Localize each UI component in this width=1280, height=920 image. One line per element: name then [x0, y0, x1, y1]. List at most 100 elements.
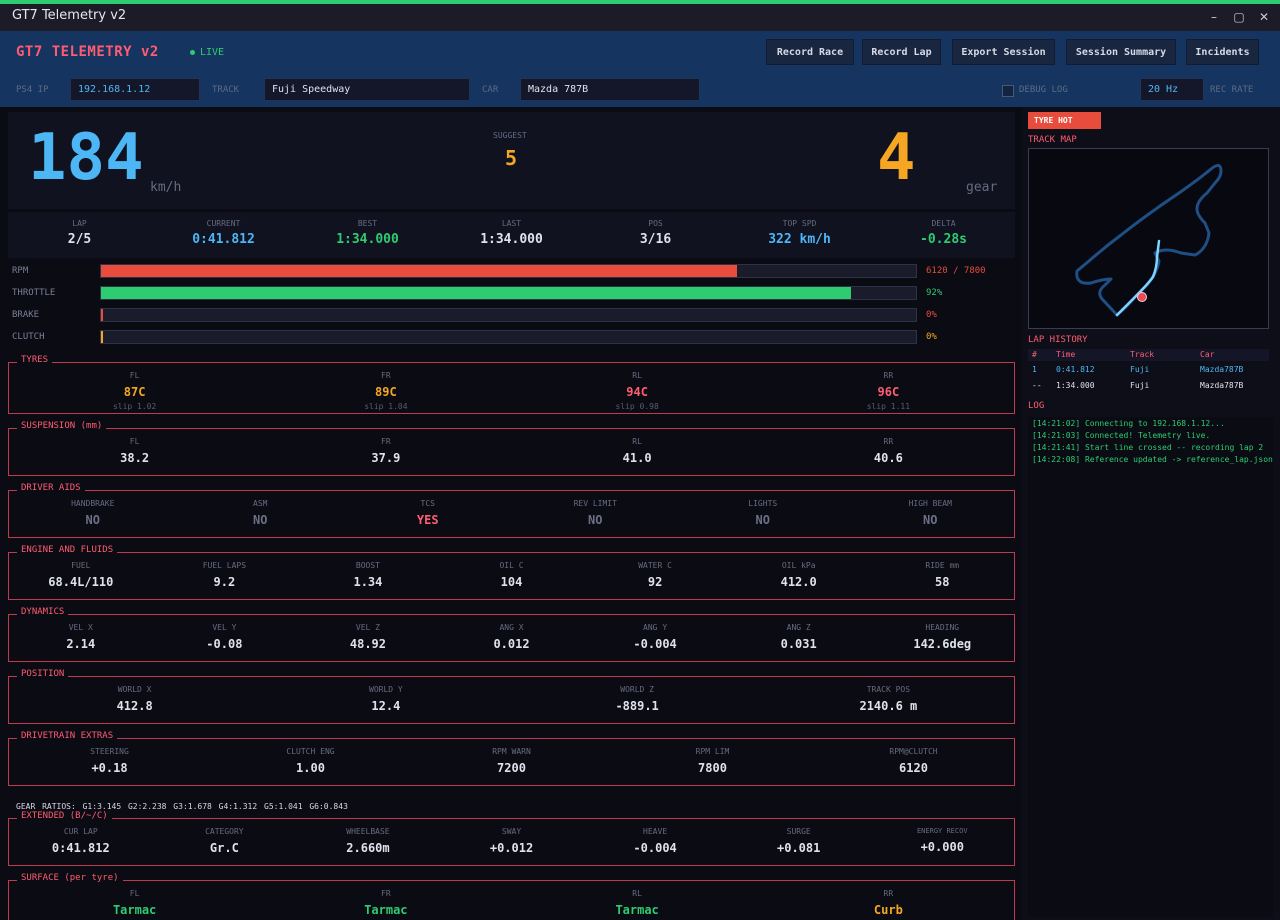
- cell-value: 37.9: [371, 451, 401, 465]
- cell-label: SURGE: [786, 827, 811, 836]
- cell-label: RR: [883, 889, 894, 898]
- col-header: Track: [1130, 350, 1155, 359]
- cell-label: WHEELBASE: [346, 827, 390, 836]
- debug-log-checkbox[interactable]: [1002, 85, 1014, 97]
- session-summary-button[interactable]: Session Summary: [1066, 39, 1176, 65]
- track-input[interactable]: Fuji Speedway: [264, 78, 470, 101]
- position-cell: WORLD Z -889.1: [512, 677, 763, 723]
- drivetrain-cell: RPM@CLUTCH 6120: [813, 739, 1014, 785]
- ps4-ip-label: PS4 IP: [16, 85, 49, 95]
- drivetrain-cell: RPM LIM 7800: [612, 739, 813, 785]
- cell-label: RL: [632, 371, 642, 380]
- lap-track: Fuji: [1130, 381, 1150, 390]
- surface-section: SURFACE (per tyre) FL Tarmac FR Tarmac RL Tarm…: [8, 873, 1015, 920]
- cell-label: VEL Z: [355, 623, 380, 632]
- stat-delta: DELTA -0.28s: [872, 212, 1015, 247]
- cell-label: RIDE mm: [925, 561, 960, 570]
- tyres-cell: FR 89C slip 1.04: [260, 363, 511, 413]
- cell-value: +0.18: [91, 761, 128, 775]
- lap-track: Fuji: [1130, 365, 1150, 374]
- cell-value: 96C: [877, 385, 900, 399]
- engine-cell: FUEL 68.4L/110: [9, 553, 153, 599]
- cell-value: 412.8: [116, 699, 153, 713]
- cell-value: Gr.C: [209, 841, 239, 855]
- surface-cell: FL Tarmac: [9, 881, 260, 920]
- minimize-icon[interactable]: –: [1211, 10, 1217, 24]
- close-icon[interactable]: ✕: [1258, 10, 1270, 24]
- cell-label: FR: [381, 371, 391, 380]
- log-line: [14:21:03] Connected! Telemetry live.: [1032, 431, 1211, 440]
- cell-label: CUR LAP: [63, 827, 98, 836]
- cell-value: YES: [416, 513, 439, 527]
- table-row[interactable]: -- 1:34.000 Fuji Mazda787B: [1028, 380, 1269, 392]
- stat-best: BEST 1:34.000: [296, 212, 439, 247]
- dynamics-cell: VEL Z 48.92: [296, 615, 440, 661]
- log-output[interactable]: [14:21:02] Connecting to 192.168.1.12...…: [1028, 417, 1273, 917]
- brake-bar: [100, 308, 917, 322]
- lap-number: --: [1032, 381, 1042, 390]
- section-title: DRIVER AIDS: [17, 483, 85, 493]
- speed-unit: km/h: [150, 180, 182, 195]
- cell-value: 68.4L/110: [48, 575, 114, 589]
- cell-label: CLUTCH ENG: [286, 747, 335, 756]
- cell-label: HEAVE: [643, 827, 668, 836]
- status-strip: [0, 0, 1280, 4]
- record-race-button[interactable]: Record Race: [766, 39, 854, 65]
- section-title: TYRES: [17, 355, 53, 365]
- rpm-value: 6120 / 7800: [926, 266, 986, 276]
- cell-value: Curb: [873, 903, 903, 917]
- cell-value: 92: [647, 575, 663, 589]
- rpm-bar-row: RPM 6120 / 7800: [0, 264, 1022, 280]
- extended-cell: CATEGORY Gr.C: [153, 819, 297, 865]
- cell-value: 40.6: [873, 451, 903, 465]
- cell-value: 6120: [899, 761, 928, 775]
- cell-value: +0.012: [489, 841, 534, 855]
- lap-car: Mazda787B: [1200, 365, 1244, 374]
- stat-label: LAP: [72, 219, 87, 228]
- cell-label: VEL Y: [212, 623, 237, 632]
- stat-value: 0:41.812: [192, 232, 255, 247]
- cell-label: FUEL: [71, 561, 91, 570]
- maximize-icon[interactable]: ▢: [1233, 10, 1245, 24]
- driver-aids-cell: HANDBRAKE NO: [9, 491, 177, 537]
- lap-stats-row: LAP 2/5 CURRENT 0:41.812 BEST 1:34.000 LAST…: [8, 212, 1015, 258]
- extended-section: EXTENDED (B/~/C) CUR LAP 0:41.812 CATEGORY G…: [8, 811, 1015, 866]
- cell-label: FR: [381, 437, 391, 446]
- cell-value: NO: [253, 513, 268, 527]
- lap-time: 0:41.812: [1056, 365, 1095, 374]
- cell-label: VEL X: [68, 623, 93, 632]
- car-position-marker: [1137, 292, 1147, 302]
- rec-rate-select[interactable]: 20 Hz: [1140, 78, 1204, 101]
- car-input[interactable]: Mazda 787B: [520, 78, 700, 101]
- cell-value: 2.14: [66, 637, 96, 651]
- cell-label: RR: [883, 437, 894, 446]
- record-lap-button[interactable]: Record Lap: [862, 39, 941, 65]
- cell-label: ANG Y: [643, 623, 668, 632]
- col-header: Car: [1200, 350, 1215, 359]
- ps4-ip-input[interactable]: 192.168.1.12: [70, 78, 200, 101]
- cell-value: -0.004: [633, 637, 677, 651]
- dynamics-cell: ANG Z 0.031: [727, 615, 871, 661]
- current-lap-trace: [1115, 239, 1161, 317]
- cell-value: 7200: [497, 761, 526, 775]
- cell-value: Tarmac: [364, 903, 408, 917]
- engine-section: ENGINE AND FLUIDS FUEL 68.4L/110 FUEL LAPS 9…: [8, 545, 1015, 600]
- brake-bar-row: BRAKE 0%: [0, 308, 1022, 324]
- cell-value: 48.92: [349, 637, 386, 651]
- track-label: TRACK: [212, 85, 240, 95]
- section-cells: FL Tarmac FR Tarmac RL Tarmac RR Curb: [9, 881, 1014, 920]
- cell-label: RL: [632, 889, 642, 898]
- cell-value: NO: [923, 513, 938, 527]
- telemetry-panel: 184 km/h SUGGEST 5 4 gear LAP 2/5 CURRENT…: [0, 107, 1022, 920]
- tyres-cell: RR 96C slip 1.11: [763, 363, 1014, 413]
- dynamics-section: DYNAMICS VEL X 2.14 VEL Y -0.08 VEL Z 48.92 ANG…: [8, 607, 1015, 662]
- incidents-button[interactable]: Incidents: [1186, 39, 1259, 65]
- position-section: POSITION WORLD X 412.8 WORLD Y 12.4 WORLD Z -8…: [8, 669, 1015, 724]
- export-session-button[interactable]: Export Session: [952, 39, 1055, 65]
- table-row[interactable]: 1 0:41.812 Fuji Mazda787B: [1028, 364, 1269, 376]
- section-title: DRIVETRAIN EXTRAS: [17, 731, 118, 741]
- suspension-section: SUSPENSION (mm) FL 38.2 FR 37.9 RL 41.0 RR 40.6: [8, 421, 1015, 476]
- cell-label: WORLD X: [117, 685, 152, 694]
- cell-label: FUEL LAPS: [202, 561, 247, 570]
- engine-cell: OIL kPa 412.0: [727, 553, 871, 599]
